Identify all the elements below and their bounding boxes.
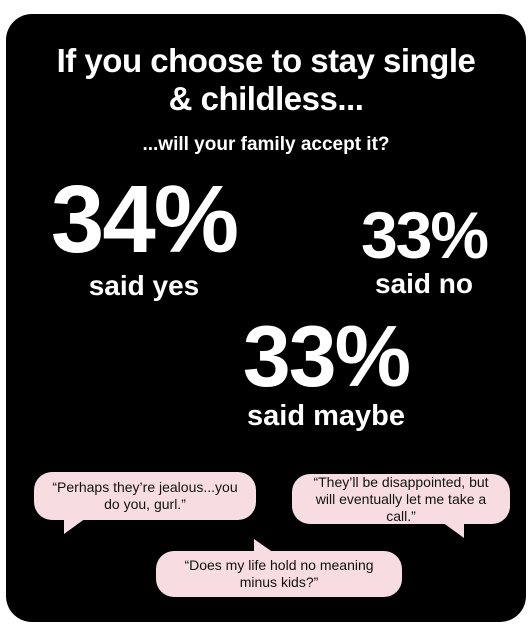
subheadline: ...will your family accept it? xyxy=(142,134,390,155)
speech-tail xyxy=(64,518,86,534)
quote-text-jealous: “Perhaps they’re jealous...you do you, g… xyxy=(52,479,238,512)
stat-no-label: said no xyxy=(374,268,473,299)
stat-yes-percent: 34% xyxy=(50,166,239,273)
speech-tail xyxy=(254,539,274,553)
stat-no: 33% said no xyxy=(346,202,502,298)
stat-maybe-label: said maybe xyxy=(247,400,405,432)
speech-tail xyxy=(442,522,464,538)
infographic-card: If you choose to stay single & childless… xyxy=(6,14,526,622)
stat-yes: 34% said yes xyxy=(28,172,260,300)
quote-bubble-disappointed: “They’ll be disappointed, but will event… xyxy=(292,473,510,538)
headline-line-1: If you choose to stay single xyxy=(56,42,476,79)
stat-maybe: 33% said maybe xyxy=(228,314,424,431)
quote-bubble-jealous: “Perhaps they’re jealous...you do you, g… xyxy=(34,472,256,534)
quote-text-meaning: “Does my life hold no meaning minus kids… xyxy=(184,557,374,590)
quote-bubble-meaning: “Does my life hold no meaning minus kids… xyxy=(156,539,402,597)
headline: If you choose to stay single & childless… xyxy=(6,42,526,118)
stat-maybe-percent: 33% xyxy=(242,309,411,405)
stat-no-percent: 33% xyxy=(360,198,489,272)
quote-text-disappointed: “They’ll be disappointed, but will event… xyxy=(313,473,489,524)
headline-line-2: & childless... xyxy=(168,80,364,117)
stat-yes-label: said yes xyxy=(88,270,200,301)
